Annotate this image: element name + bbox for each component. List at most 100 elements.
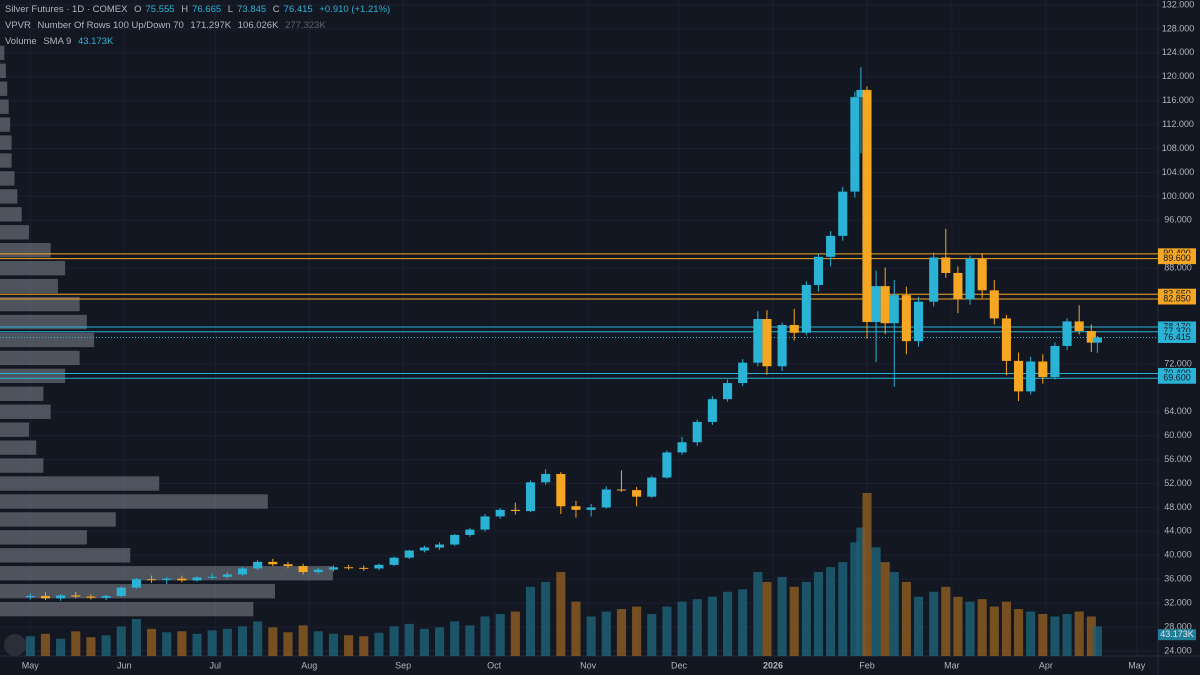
candle-body bbox=[359, 567, 369, 569]
indicator-name: VPVR bbox=[5, 20, 31, 31]
candle-body bbox=[632, 490, 642, 497]
volume-bar bbox=[1026, 611, 1036, 656]
x-tick-label: Aug bbox=[301, 660, 317, 670]
candle-body bbox=[419, 547, 429, 551]
vpvr-legend: VPVR Number Of Rows 100 Up/Down 70 171.2… bbox=[5, 20, 330, 31]
volume-bar bbox=[977, 599, 987, 656]
x-tick-label: 2026 bbox=[763, 660, 783, 670]
candle-body bbox=[71, 595, 81, 597]
volume-label: 43.173K bbox=[1160, 629, 1194, 639]
candle-body bbox=[389, 557, 399, 565]
volume-bar bbox=[298, 625, 308, 656]
candle-body bbox=[404, 550, 414, 558]
y-tick-label: 104.000 bbox=[1162, 167, 1195, 177]
candle-body bbox=[813, 256, 824, 285]
volume-bar bbox=[268, 627, 278, 656]
profile-bar bbox=[0, 278, 58, 294]
volume-bar bbox=[1086, 616, 1096, 656]
profile-bar bbox=[0, 332, 95, 348]
profile-bar bbox=[0, 512, 116, 527]
profile-bar bbox=[0, 207, 22, 222]
indicator-value: 171.297K bbox=[190, 20, 232, 31]
x-tick-label: Sep bbox=[395, 660, 411, 670]
candle-body bbox=[344, 567, 354, 569]
candle-body bbox=[253, 561, 263, 569]
volume-bar bbox=[647, 614, 657, 656]
candle-body bbox=[826, 235, 836, 257]
price-label-box bbox=[1158, 293, 1196, 305]
y-tick-label: 112.000 bbox=[1162, 119, 1194, 129]
candle-body bbox=[1086, 330, 1096, 343]
price-label-box bbox=[1158, 372, 1196, 384]
y-tick-label: 36.000 bbox=[1164, 574, 1192, 584]
volume-bar bbox=[616, 609, 626, 656]
y-tick-label: 44.000 bbox=[1164, 526, 1192, 536]
volume-bar bbox=[222, 628, 232, 656]
candle-body bbox=[953, 272, 963, 300]
volume-bar bbox=[1062, 614, 1072, 656]
volume-bar bbox=[838, 562, 848, 656]
profile-bar bbox=[0, 81, 8, 96]
profile-bar bbox=[0, 243, 51, 258]
volume-bar bbox=[889, 572, 899, 656]
profile-bar bbox=[0, 63, 6, 78]
volume-bar bbox=[237, 626, 248, 656]
candle-body bbox=[1001, 318, 1011, 361]
price-label: 77.370 bbox=[1163, 326, 1191, 336]
candle-body bbox=[677, 442, 687, 453]
change-value: +0.910 (+1.21%) bbox=[319, 4, 391, 15]
volume-bar bbox=[989, 606, 999, 656]
candle-body bbox=[40, 595, 51, 599]
volume-bar bbox=[571, 601, 581, 656]
candle-body bbox=[850, 97, 860, 192]
candle-body bbox=[889, 295, 899, 324]
volume-bar bbox=[359, 636, 369, 656]
price-label: 82.850 bbox=[1163, 293, 1191, 303]
y-tick-label: 24.000 bbox=[1164, 645, 1192, 655]
candle-body bbox=[101, 595, 111, 598]
profile-bar bbox=[0, 404, 51, 419]
volume-bar bbox=[1092, 626, 1102, 656]
volume-bar bbox=[328, 633, 339, 656]
profile-bar bbox=[0, 99, 9, 114]
y-tick-label: 100.000 bbox=[1162, 191, 1195, 201]
candle-body bbox=[871, 286, 881, 323]
volume-bar bbox=[313, 631, 323, 656]
candle-body bbox=[662, 452, 672, 478]
y-tick-label: 56.000 bbox=[1164, 454, 1192, 464]
indicator-params: SMA 9 bbox=[43, 36, 72, 47]
volume-legend: Volume SMA 9 43.173K bbox=[5, 36, 117, 47]
profile-bar bbox=[0, 458, 44, 473]
volume-bar bbox=[495, 614, 505, 656]
x-tick-label: May bbox=[22, 660, 40, 670]
candle-body bbox=[616, 489, 626, 491]
volume-bar bbox=[101, 635, 111, 656]
volume-bar bbox=[677, 601, 687, 656]
price-label: 89.600 bbox=[1163, 253, 1191, 263]
candle-body bbox=[283, 564, 293, 567]
candle-body bbox=[541, 473, 551, 483]
volume-bar bbox=[56, 638, 66, 656]
volume-bar bbox=[753, 572, 763, 656]
candle-body bbox=[1026, 361, 1036, 392]
profile-bar bbox=[0, 153, 12, 168]
volume-bar bbox=[1074, 611, 1084, 656]
candle-body bbox=[56, 595, 66, 599]
volume-bar bbox=[1001, 601, 1011, 656]
x-tick-label: Oct bbox=[487, 660, 502, 670]
candle-body bbox=[510, 509, 520, 512]
volume-bar bbox=[131, 618, 141, 656]
volume-bar bbox=[662, 606, 672, 656]
profile-bar bbox=[0, 494, 268, 509]
profile-bar bbox=[0, 45, 5, 61]
volume-bar bbox=[207, 630, 217, 656]
y-tick-label: 72.000 bbox=[1164, 358, 1192, 368]
volume-bar bbox=[147, 628, 157, 656]
volume-bar bbox=[862, 493, 872, 656]
volume-bar bbox=[86, 637, 96, 656]
profile-bar bbox=[0, 171, 15, 186]
price-label-box bbox=[1158, 331, 1196, 343]
price-label-box bbox=[1158, 326, 1196, 338]
candle-body bbox=[1014, 360, 1024, 392]
